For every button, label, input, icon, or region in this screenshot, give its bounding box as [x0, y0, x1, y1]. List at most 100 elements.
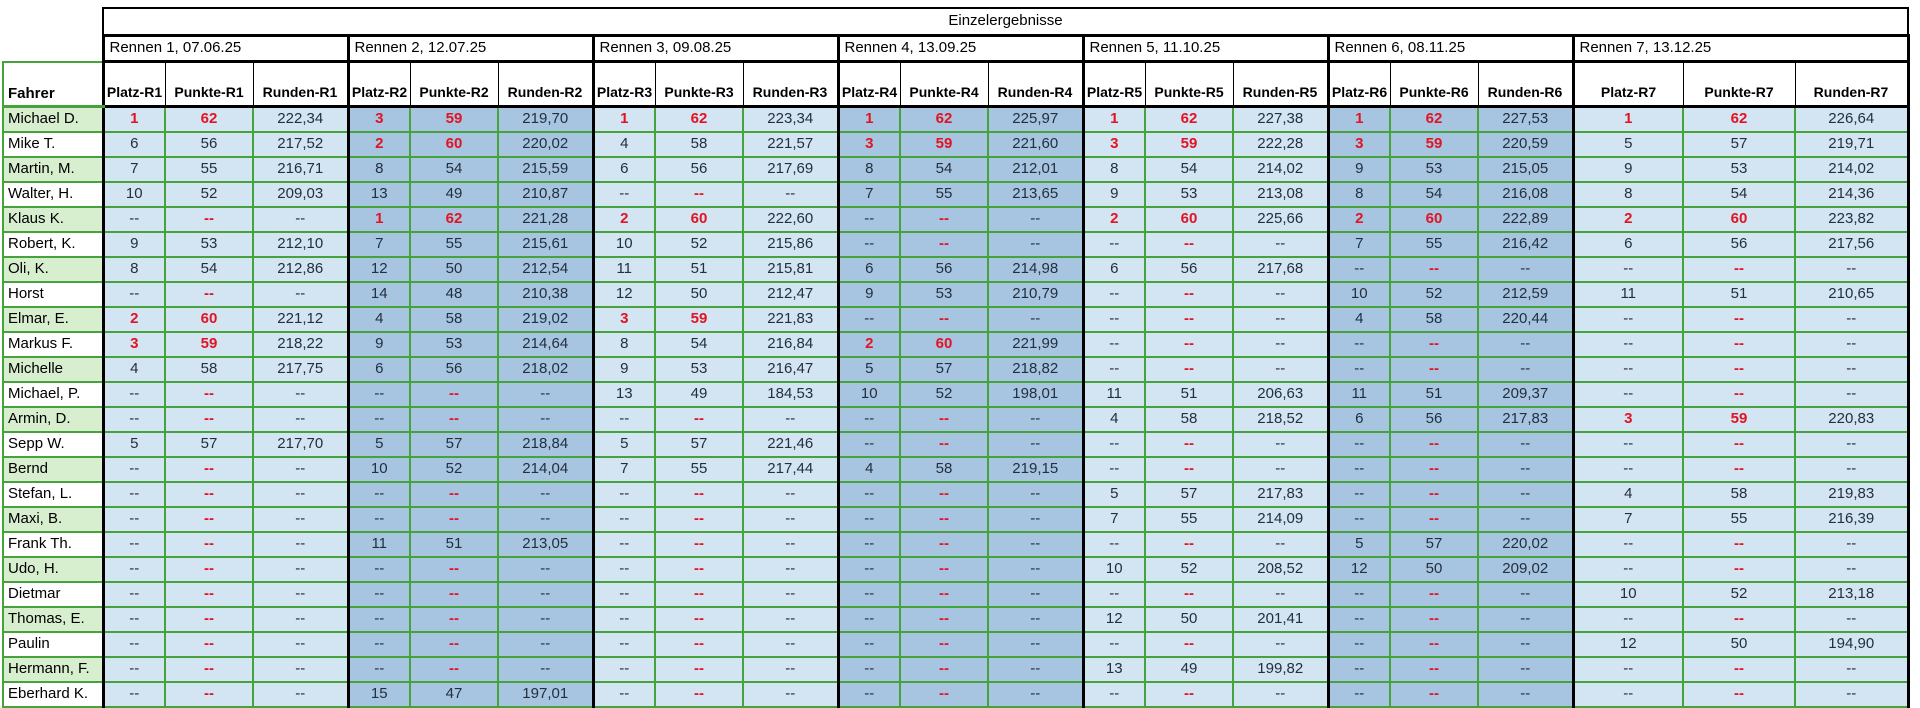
platz-cell[interactable]: 4: [1081, 406, 1146, 433]
runden-cell[interactable]: --: [742, 606, 840, 633]
platz-cell[interactable]: --: [1326, 681, 1391, 708]
runden-cell[interactable]: --: [1794, 556, 1910, 583]
punkte-cell[interactable]: 62: [409, 206, 499, 233]
driver-name-cell[interactable]: Robert, K.: [2, 231, 104, 258]
runden-cell[interactable]: 222,34: [252, 105, 350, 133]
punkte-cell[interactable]: --: [1682, 381, 1796, 408]
platz-cell[interactable]: 11: [591, 256, 656, 283]
driver-name-cell[interactable]: Dietmar: [2, 581, 104, 608]
runden-cell[interactable]: --: [1794, 656, 1910, 683]
runden-cell[interactable]: --: [987, 656, 1085, 683]
punkte-cell[interactable]: 59: [409, 105, 499, 133]
runden-cell[interactable]: --: [1232, 281, 1330, 308]
platz-cell[interactable]: 9: [591, 356, 656, 383]
punkte-cell[interactable]: 55: [654, 456, 744, 483]
platz-cell[interactable]: --: [1326, 481, 1391, 508]
column-header-cell[interactable]: Platz-R2: [346, 60, 411, 108]
runden-cell[interactable]: --: [1477, 431, 1575, 458]
driver-name-cell[interactable]: Maxi, B.: [2, 506, 104, 533]
punkte-cell[interactable]: --: [899, 631, 989, 658]
platz-cell[interactable]: --: [1081, 431, 1146, 458]
punkte-cell[interactable]: 54: [1682, 181, 1796, 208]
runden-cell[interactable]: --: [497, 606, 595, 633]
platz-cell[interactable]: --: [101, 681, 166, 708]
punkte-cell[interactable]: --: [409, 606, 499, 633]
runden-cell[interactable]: --: [252, 381, 350, 408]
platz-cell[interactable]: --: [1326, 506, 1391, 533]
runden-cell[interactable]: --: [1477, 631, 1575, 658]
runden-cell[interactable]: --: [1477, 331, 1575, 358]
runden-cell[interactable]: 212,54: [497, 256, 595, 283]
punkte-cell[interactable]: 54: [1144, 156, 1234, 183]
driver-name-cell[interactable]: Armin, D.: [2, 406, 104, 433]
punkte-cell[interactable]: 56: [899, 256, 989, 283]
punkte-cell[interactable]: --: [1389, 506, 1479, 533]
platz-cell[interactable]: --: [591, 556, 656, 583]
platz-cell[interactable]: 13: [346, 181, 411, 208]
runden-cell[interactable]: --: [1232, 231, 1330, 258]
platz-cell[interactable]: 10: [1081, 556, 1146, 583]
punkte-cell[interactable]: --: [899, 531, 989, 558]
runden-cell[interactable]: --: [252, 506, 350, 533]
platz-cell[interactable]: --: [1326, 256, 1391, 283]
platz-cell[interactable]: 14: [346, 281, 411, 308]
runden-cell[interactable]: --: [742, 506, 840, 533]
punkte-cell[interactable]: 56: [654, 156, 744, 183]
runden-cell[interactable]: --: [742, 406, 840, 433]
race-header-cell[interactable]: Rennen 1, 07.06.25: [101, 34, 350, 63]
punkte-cell[interactable]: --: [654, 181, 744, 208]
runden-cell[interactable]: 222,60: [742, 206, 840, 233]
punkte-cell[interactable]: 53: [1144, 181, 1234, 208]
punkte-cell[interactable]: 50: [1682, 631, 1796, 658]
platz-cell[interactable]: 2: [836, 331, 901, 358]
runden-cell[interactable]: 225,97: [987, 105, 1085, 133]
platz-cell[interactable]: 1: [591, 105, 656, 133]
punkte-cell[interactable]: --: [164, 656, 254, 683]
platz-cell[interactable]: 10: [591, 231, 656, 258]
runden-cell[interactable]: --: [252, 581, 350, 608]
driver-name-cell[interactable]: Walter, H.: [2, 181, 104, 208]
runden-cell[interactable]: 212,59: [1477, 281, 1575, 308]
platz-cell[interactable]: --: [1326, 331, 1391, 358]
punkte-cell[interactable]: 53: [409, 331, 499, 358]
runden-cell[interactable]: --: [1477, 606, 1575, 633]
runden-cell[interactable]: --: [1232, 531, 1330, 558]
punkte-cell[interactable]: --: [1682, 656, 1796, 683]
platz-cell[interactable]: 4: [591, 131, 656, 158]
platz-cell[interactable]: --: [1571, 456, 1684, 483]
column-header-cell[interactable]: Runden-R2: [497, 60, 595, 108]
race-header-cell[interactable]: Rennen 7, 13.12.25: [1571, 34, 1910, 63]
platz-cell[interactable]: --: [836, 681, 901, 708]
platz-cell[interactable]: --: [591, 681, 656, 708]
runden-cell[interactable]: 217,83: [1232, 481, 1330, 508]
platz-cell[interactable]: 5: [1326, 531, 1391, 558]
runden-cell[interactable]: 217,83: [1477, 406, 1575, 433]
runden-cell[interactable]: 214,98: [987, 256, 1085, 283]
punkte-cell[interactable]: 52: [409, 456, 499, 483]
runden-cell[interactable]: --: [742, 481, 840, 508]
platz-cell[interactable]: 12: [591, 281, 656, 308]
platz-cell[interactable]: 6: [101, 131, 166, 158]
platz-cell[interactable]: --: [101, 381, 166, 408]
runden-cell[interactable]: --: [742, 181, 840, 208]
platz-cell[interactable]: 12: [346, 256, 411, 283]
platz-cell[interactable]: 1: [1081, 105, 1146, 133]
runden-cell[interactable]: 198,01: [987, 381, 1085, 408]
punkte-cell[interactable]: 56: [1144, 256, 1234, 283]
platz-cell[interactable]: 5: [591, 431, 656, 458]
platz-cell[interactable]: 8: [1571, 181, 1684, 208]
platz-cell[interactable]: --: [346, 481, 411, 508]
runden-cell[interactable]: --: [252, 281, 350, 308]
platz-cell[interactable]: 2: [346, 131, 411, 158]
runden-cell[interactable]: --: [1232, 581, 1330, 608]
platz-cell[interactable]: 7: [346, 231, 411, 258]
runden-cell[interactable]: 216,71: [252, 156, 350, 183]
platz-cell[interactable]: --: [836, 231, 901, 258]
driver-name-cell[interactable]: Mike T.: [2, 131, 104, 158]
platz-cell[interactable]: 4: [1326, 306, 1391, 333]
platz-cell[interactable]: 6: [591, 156, 656, 183]
runden-cell[interactable]: --: [987, 206, 1085, 233]
runden-cell[interactable]: 210,65: [1794, 281, 1910, 308]
punkte-cell[interactable]: --: [899, 606, 989, 633]
runden-cell[interactable]: 219,83: [1794, 481, 1910, 508]
